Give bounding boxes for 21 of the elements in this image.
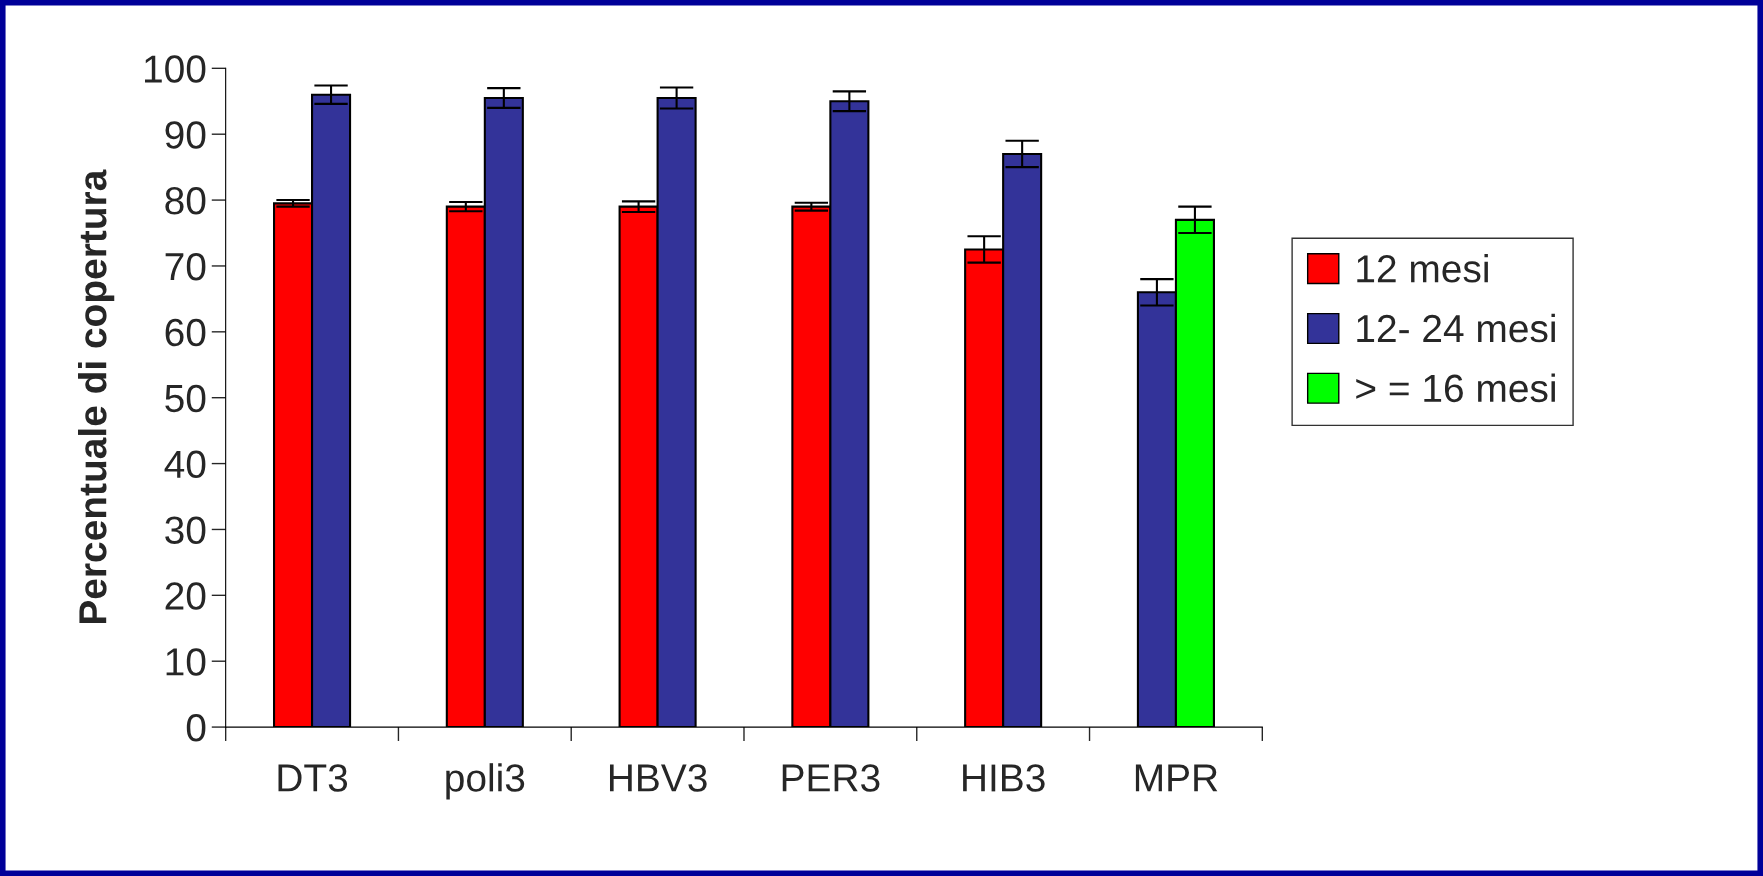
y-axis-title: Percentuale di copertura xyxy=(78,169,115,624)
x-tick-label: MPR xyxy=(1135,764,1218,792)
y-tick-label: 10 xyxy=(166,648,206,676)
y-tick-label: 70 xyxy=(165,252,206,281)
y-tick-label: 20 xyxy=(165,582,206,610)
y-tick-label: 0 xyxy=(186,714,206,742)
x-tick-label: poli3 xyxy=(446,763,525,800)
legend-label: > = 16 mesi xyxy=(1356,373,1555,403)
legend-label: 12 mesi xyxy=(1357,254,1488,283)
y-tick-label: 100 xyxy=(145,55,206,83)
y-tick-label: 60 xyxy=(165,318,206,347)
y-tick-label: 90 xyxy=(165,121,206,149)
y-tick-label: 40 xyxy=(164,450,206,479)
y-tick-label: 30 xyxy=(165,516,206,544)
y-tick-label: 80 xyxy=(165,187,206,215)
x-tick-label: HBV3 xyxy=(609,764,707,792)
x-tick-label: DT3 xyxy=(278,764,348,792)
x-tick-label: HIB3 xyxy=(963,764,1045,792)
x-tick-label: PER3 xyxy=(782,764,880,792)
legend-label: 12- 24 mesi xyxy=(1357,313,1555,343)
y-tick-label: 50 xyxy=(165,384,206,413)
